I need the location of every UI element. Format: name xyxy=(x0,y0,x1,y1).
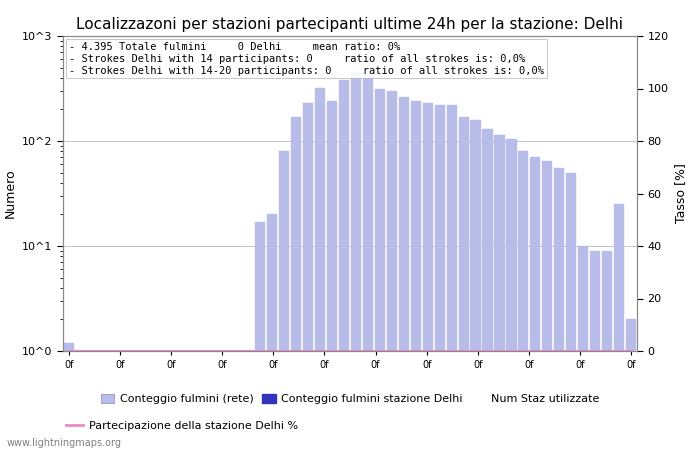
Bar xyxy=(244,351,253,450)
Bar xyxy=(100,351,110,450)
Y-axis label: Numero: Numero xyxy=(4,169,17,218)
Bar xyxy=(447,105,456,450)
Bar xyxy=(160,351,169,450)
Title: Localizzazoni per stazioni partecipanti ultime 24h per la stazione: Delhi: Localizzazoni per stazioni partecipanti … xyxy=(76,17,624,32)
Bar xyxy=(506,139,517,450)
Bar xyxy=(435,105,444,450)
Bar xyxy=(183,351,194,450)
Bar xyxy=(578,246,588,450)
Bar xyxy=(172,351,182,450)
Bar xyxy=(351,72,361,450)
Text: www.lightningmaps.org: www.lightningmaps.org xyxy=(7,438,122,448)
Bar xyxy=(303,103,313,450)
Bar xyxy=(207,351,218,450)
Y-axis label: Tasso [%]: Tasso [%] xyxy=(674,163,687,224)
Bar xyxy=(327,101,337,450)
Bar xyxy=(136,351,146,450)
Bar xyxy=(470,120,481,450)
Bar xyxy=(554,168,564,450)
Bar xyxy=(602,251,612,450)
Bar xyxy=(291,117,301,450)
Bar xyxy=(374,90,385,450)
Bar xyxy=(279,151,289,450)
Bar xyxy=(626,320,636,450)
Bar xyxy=(315,88,326,450)
Bar xyxy=(219,351,230,450)
Bar xyxy=(494,135,505,450)
Bar xyxy=(518,151,528,450)
Bar xyxy=(64,343,74,450)
Bar xyxy=(148,351,158,450)
Legend: Conteggio fulmini (rete), Conteggio fulmini stazione Delhi, Num Staz utilizzate: Conteggio fulmini (rete), Conteggio fulm… xyxy=(97,389,603,409)
Bar xyxy=(76,351,86,450)
Bar xyxy=(231,351,241,450)
Bar xyxy=(112,351,122,450)
Bar xyxy=(124,351,134,450)
Bar xyxy=(566,173,576,450)
Bar xyxy=(482,129,493,450)
Bar xyxy=(256,222,265,450)
Bar xyxy=(399,98,409,450)
Bar xyxy=(458,117,469,450)
Text: - 4.395 Totale fulmini     0 Delhi     mean ratio: 0%
- Strokes Delhi with 14 pa: - 4.395 Totale fulmini 0 Delhi mean rati… xyxy=(69,42,544,76)
Legend: Partecipazione della stazione Delhi %: Partecipazione della stazione Delhi % xyxy=(62,417,302,436)
Bar xyxy=(267,214,277,450)
Bar xyxy=(363,76,373,450)
Bar xyxy=(339,80,349,450)
Bar xyxy=(423,103,433,450)
Bar xyxy=(411,101,421,450)
Bar xyxy=(195,351,206,450)
Bar xyxy=(531,157,540,450)
Bar xyxy=(88,351,98,450)
Bar xyxy=(590,251,600,450)
Bar xyxy=(387,91,397,450)
Bar xyxy=(542,161,552,450)
Bar xyxy=(614,204,624,450)
